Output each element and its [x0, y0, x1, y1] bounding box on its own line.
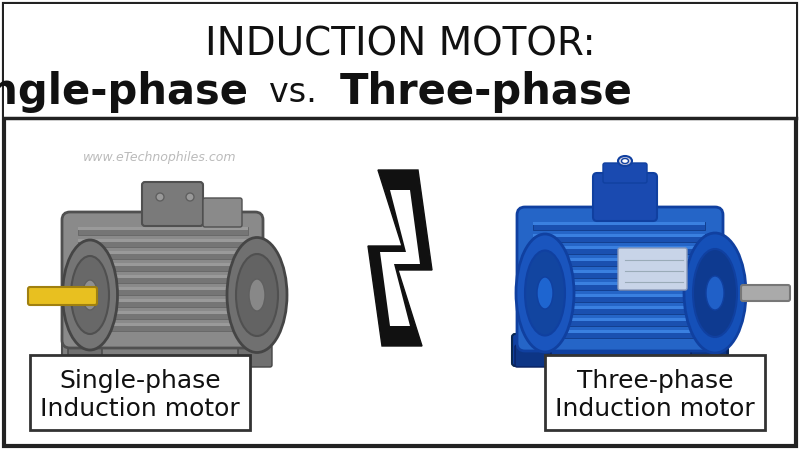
FancyBboxPatch shape — [603, 163, 647, 183]
Text: www.eTechnophiles.com: www.eTechnophiles.com — [83, 152, 237, 165]
Text: vs.: vs. — [269, 76, 317, 108]
Bar — [78, 263, 248, 266]
Bar — [30, 355, 250, 430]
Ellipse shape — [71, 256, 109, 334]
Bar — [533, 270, 705, 278]
Bar — [533, 234, 705, 242]
Bar — [78, 239, 248, 247]
Bar — [78, 251, 248, 259]
FancyBboxPatch shape — [28, 287, 97, 305]
Text: INDUCTION MOTOR:: INDUCTION MOTOR: — [205, 26, 595, 64]
Bar — [78, 251, 248, 254]
Bar — [78, 299, 248, 307]
Bar — [533, 222, 705, 225]
FancyBboxPatch shape — [62, 212, 263, 348]
Bar — [78, 239, 248, 242]
Bar — [533, 222, 705, 230]
Bar — [533, 258, 705, 261]
Bar — [533, 234, 705, 237]
Text: Three-phase: Three-phase — [340, 71, 633, 113]
Polygon shape — [380, 190, 420, 326]
Text: Induction motor: Induction motor — [40, 397, 240, 421]
Bar — [78, 299, 248, 302]
Bar — [78, 287, 248, 290]
FancyBboxPatch shape — [238, 345, 272, 367]
Ellipse shape — [618, 156, 632, 166]
Bar — [78, 311, 248, 314]
Ellipse shape — [186, 193, 194, 201]
Ellipse shape — [693, 249, 737, 337]
Bar — [533, 330, 705, 333]
FancyBboxPatch shape — [68, 345, 102, 367]
Text: Single-phase: Single-phase — [0, 71, 248, 113]
Bar — [533, 306, 705, 314]
FancyBboxPatch shape — [203, 198, 242, 227]
Ellipse shape — [62, 240, 118, 350]
Ellipse shape — [525, 251, 565, 336]
Ellipse shape — [706, 276, 724, 310]
FancyBboxPatch shape — [691, 345, 727, 367]
FancyBboxPatch shape — [62, 332, 268, 366]
Ellipse shape — [82, 280, 98, 310]
FancyBboxPatch shape — [515, 345, 551, 367]
Bar — [533, 258, 705, 266]
Bar — [545, 355, 765, 430]
Bar — [533, 246, 705, 249]
Ellipse shape — [227, 238, 287, 352]
Polygon shape — [368, 170, 432, 346]
Bar — [78, 227, 248, 235]
Text: Three-phase: Three-phase — [577, 369, 734, 393]
Bar — [533, 246, 705, 254]
Bar — [78, 323, 248, 326]
Bar — [78, 287, 248, 295]
Text: Single-phase: Single-phase — [59, 369, 221, 393]
Bar — [533, 330, 705, 338]
Bar — [78, 227, 248, 230]
Ellipse shape — [156, 193, 164, 201]
Ellipse shape — [236, 254, 278, 336]
FancyBboxPatch shape — [593, 173, 657, 221]
Bar — [533, 318, 705, 321]
Bar — [78, 323, 248, 331]
Bar — [78, 275, 248, 283]
Bar — [533, 318, 705, 326]
Ellipse shape — [537, 277, 553, 309]
FancyBboxPatch shape — [517, 207, 723, 351]
Bar — [533, 282, 705, 290]
Ellipse shape — [516, 234, 574, 352]
Bar — [533, 294, 705, 297]
Bar — [533, 270, 705, 273]
Text: Induction motor: Induction motor — [555, 397, 755, 421]
FancyBboxPatch shape — [618, 248, 687, 290]
Bar — [533, 294, 705, 302]
Ellipse shape — [684, 233, 746, 353]
Ellipse shape — [622, 158, 629, 163]
Bar — [78, 311, 248, 319]
Bar — [4, 4, 796, 118]
Ellipse shape — [249, 279, 265, 311]
Bar — [533, 282, 705, 285]
Bar — [533, 306, 705, 309]
FancyBboxPatch shape — [512, 334, 728, 366]
FancyBboxPatch shape — [142, 182, 203, 226]
Bar — [78, 263, 248, 271]
Bar — [78, 275, 248, 278]
FancyBboxPatch shape — [741, 285, 790, 301]
